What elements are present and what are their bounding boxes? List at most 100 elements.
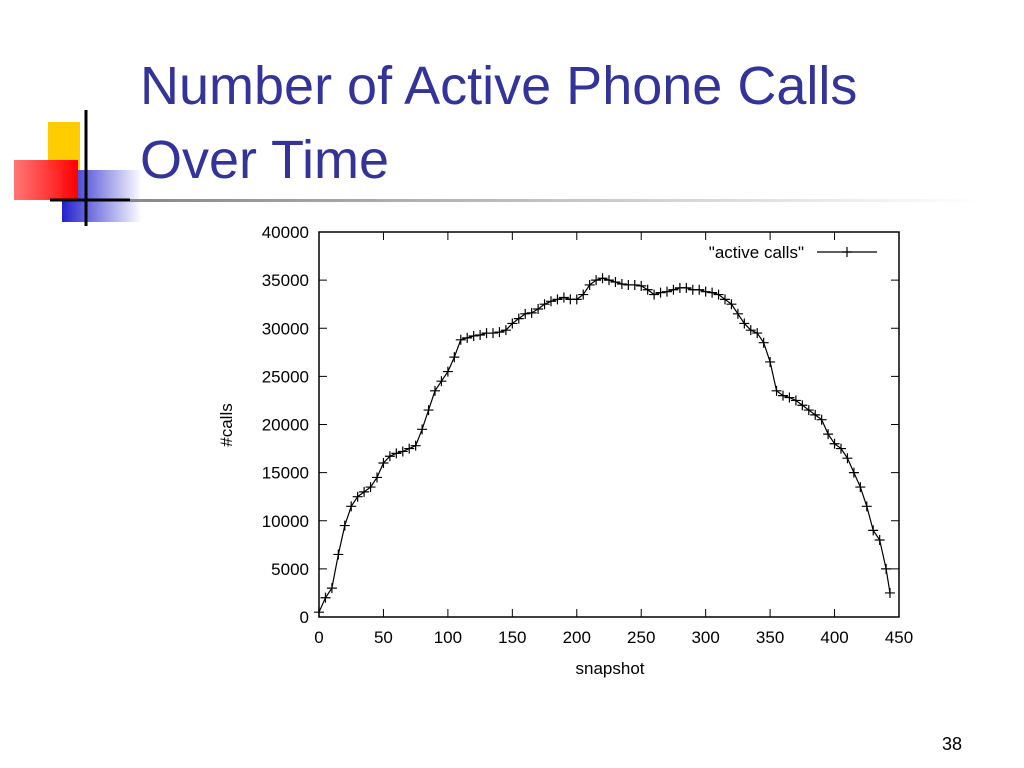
point-marker	[810, 409, 821, 420]
point-marker	[378, 458, 389, 468]
point-marker	[488, 328, 498, 339]
point-marker	[417, 424, 428, 435]
point-marker	[539, 299, 550, 310]
point-marker	[732, 308, 743, 319]
point-marker	[571, 294, 582, 305]
point-marker	[546, 296, 556, 307]
x-tick-label: 300	[691, 628, 719, 647]
point-marker	[558, 292, 569, 303]
point-marker	[836, 443, 846, 454]
point-marker	[655, 287, 666, 298]
point-marker	[855, 482, 866, 493]
point-marker	[436, 376, 447, 387]
point-marker	[591, 275, 602, 286]
point-marker	[636, 280, 647, 291]
point-marker	[790, 395, 801, 406]
point-marker	[513, 313, 524, 324]
point-marker	[765, 356, 776, 367]
y-tick-label: 10000	[262, 512, 309, 531]
point-marker	[365, 482, 376, 493]
y-tick-label: 5000	[271, 560, 309, 579]
point-marker	[874, 535, 885, 545]
point-marker	[584, 279, 595, 290]
page-number: 38	[942, 734, 962, 754]
point-marker	[533, 304, 544, 314]
point-marker	[881, 563, 892, 574]
point-marker	[816, 414, 827, 425]
point-marker	[494, 327, 505, 338]
point-marker	[449, 352, 460, 363]
point-marker	[662, 286, 672, 297]
point-marker	[784, 392, 795, 403]
point-marker	[500, 325, 511, 336]
point-marker	[507, 318, 518, 329]
point-marker	[707, 287, 718, 298]
point-marker	[694, 284, 705, 295]
point-marker	[391, 448, 402, 459]
point-marker	[384, 451, 395, 462]
point-marker	[642, 284, 653, 295]
point-marker	[372, 472, 382, 483]
point-marker	[797, 400, 808, 411]
point-marker	[430, 385, 440, 396]
plot-frame	[318, 231, 900, 618]
x-tick-label: 50	[374, 628, 393, 647]
point-marker	[442, 366, 453, 377]
point-marker	[475, 329, 486, 340]
point-marker	[455, 334, 466, 345]
point-marker	[320, 592, 331, 603]
point-marker	[771, 385, 782, 396]
point-marker	[359, 486, 370, 497]
point-marker	[339, 520, 350, 531]
point-marker	[745, 325, 756, 336]
x-tick-label: 150	[498, 628, 526, 647]
data-line	[318, 277, 891, 613]
point-marker	[649, 289, 660, 300]
y-tick-label: 30000	[262, 319, 309, 338]
point-marker	[629, 279, 640, 290]
point-marker	[333, 549, 344, 560]
x-tick-label: 250	[627, 628, 655, 647]
point-marker	[861, 501, 872, 512]
x-tick-label: 450	[885, 628, 913, 647]
point-marker	[823, 429, 834, 440]
point-marker	[700, 286, 711, 297]
y-tick-label: 35000	[262, 271, 309, 290]
point-marker	[610, 277, 621, 288]
point-marker	[520, 308, 531, 319]
point-marker	[410, 440, 421, 451]
y-tick-label: 15000	[262, 464, 309, 483]
point-marker	[758, 337, 769, 348]
y-axis-label: #calls	[217, 403, 236, 446]
x-tick-label: 0	[314, 628, 323, 647]
point-marker	[352, 491, 363, 502]
x-tick-label: 200	[563, 628, 591, 647]
point-marker	[578, 289, 589, 300]
point-marker	[681, 282, 692, 293]
point-marker	[842, 453, 853, 464]
legend-label: "active calls"	[709, 243, 804, 262]
point-marker	[604, 275, 614, 286]
point-marker	[752, 328, 763, 339]
logo	[14, 110, 980, 226]
point-marker	[468, 330, 479, 341]
point-marker	[326, 583, 337, 594]
point-marker	[346, 501, 357, 512]
point-marker	[668, 284, 679, 295]
slide-title: Number of Active Phone Calls	[140, 56, 857, 116]
x-tick-label: 350	[756, 628, 784, 647]
point-marker	[848, 467, 859, 478]
point-marker	[462, 332, 473, 343]
y-tick-label: 20000	[262, 416, 309, 435]
x-tick-label: 100	[434, 628, 462, 647]
point-marker	[726, 299, 737, 310]
point-marker	[526, 307, 537, 318]
x-tick-label: 400	[820, 628, 848, 647]
slide-title: Over Time	[140, 130, 389, 190]
point-marker	[404, 443, 415, 454]
point-marker	[868, 525, 879, 536]
y-tick-label: 40000	[262, 223, 309, 242]
point-marker	[720, 294, 730, 305]
point-marker	[423, 405, 434, 416]
